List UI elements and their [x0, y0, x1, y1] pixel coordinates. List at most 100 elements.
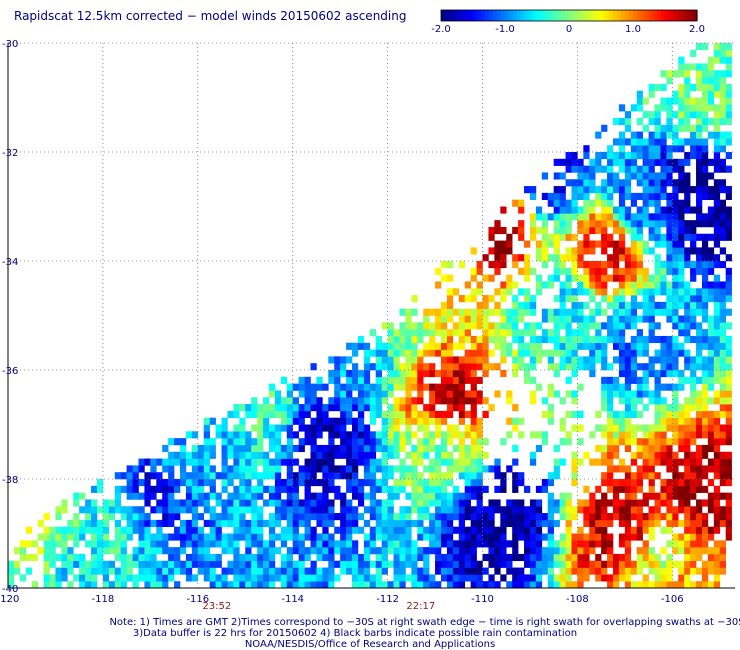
wind-diff-cell — [446, 547, 454, 555]
wind-diff-cell — [292, 547, 299, 555]
wind-diff-cell — [393, 424, 400, 432]
wind-diff-cell — [405, 424, 412, 432]
wind-diff-cell — [381, 526, 388, 534]
wind-diff-cell — [707, 431, 715, 439]
wind-diff-cell — [452, 308, 460, 316]
wind-diff-cell — [713, 274, 721, 282]
wind-diff-cell — [363, 390, 371, 398]
wind-diff-cell — [363, 383, 371, 391]
wind-diff-cell — [684, 499, 691, 507]
wind-diff-cell — [595, 329, 602, 337]
wind-diff-cell — [387, 417, 394, 425]
wind-diff-cell — [257, 553, 264, 562]
wind-diff-cell — [31, 540, 38, 548]
wind-diff-cell — [488, 274, 495, 282]
wind-diff-cell — [464, 540, 471, 548]
wind-diff-cell — [707, 567, 715, 575]
wind-diff-cell — [245, 506, 252, 514]
wind-diff-cell — [346, 417, 353, 425]
wind-diff-cell — [352, 526, 359, 534]
wind-diff-cell — [512, 553, 519, 562]
wind-diff-cell — [636, 349, 643, 357]
wind-diff-cell — [666, 213, 673, 221]
wind-diff-cell — [435, 410, 442, 418]
wind-diff-cell — [417, 383, 424, 391]
wind-diff-cell — [387, 519, 394, 527]
wind-diff-cell — [488, 308, 495, 316]
wind-diff-cell — [185, 492, 193, 500]
wind-diff-cell — [286, 553, 294, 562]
wind-diff-cell — [518, 553, 525, 562]
wind-diff-cell — [500, 261, 507, 269]
wind-diff-cell — [660, 547, 667, 555]
wind-diff-cell — [719, 540, 726, 548]
wind-diff-cell — [648, 90, 655, 98]
wind-diff-cell — [120, 553, 127, 562]
wind-diff-cell — [553, 322, 560, 330]
wind-diff-cell — [713, 567, 721, 575]
wind-diff-cell — [535, 513, 543, 521]
wind-diff-cell — [589, 547, 596, 555]
wind-diff-cell — [191, 526, 199, 534]
wind-diff-cell — [429, 383, 436, 391]
wind-diff-cell — [292, 383, 299, 391]
wind-diff-cell — [701, 335, 709, 344]
wind-diff-cell — [624, 322, 632, 330]
wind-diff-cell — [642, 451, 649, 459]
wind-diff-cell — [150, 472, 157, 480]
wind-diff-cell — [411, 451, 418, 459]
wind-diff-cell — [375, 335, 382, 344]
wind-diff-cell — [310, 458, 317, 466]
wind-diff-cell — [642, 301, 649, 309]
wind-diff-cell — [245, 519, 252, 527]
wind-diff-cell — [357, 342, 365, 350]
wind-diff-cell — [642, 213, 649, 221]
wind-diff-cell — [363, 560, 371, 568]
wind-diff-cell — [696, 506, 703, 514]
wind-diff-cell — [233, 492, 240, 500]
wind-diff-cell — [678, 560, 685, 568]
wind-diff-cell — [678, 567, 685, 575]
wind-diff-cell — [209, 417, 216, 425]
wind-diff-cell — [529, 295, 537, 303]
wind-diff-cell — [67, 553, 74, 562]
wind-diff-cell — [417, 417, 424, 425]
wind-diff-cell — [221, 465, 228, 473]
wind-diff-cell — [488, 526, 495, 534]
wind-diff-cell — [304, 492, 311, 500]
x-tick-label: -112 — [376, 594, 399, 605]
wind-diff-cell — [411, 492, 418, 500]
colorbar-swatch — [533, 10, 538, 21]
wind-diff-cell — [209, 451, 216, 459]
wind-diff-cell — [707, 315, 715, 323]
wind-diff-cell — [713, 417, 721, 425]
wind-diff-cell — [553, 267, 560, 275]
wind-diff-cell — [316, 533, 323, 541]
wind-diff-cell — [666, 308, 673, 316]
wind-diff-cell — [440, 363, 448, 371]
wind-diff-cell — [672, 513, 679, 521]
wind-diff-cell — [613, 513, 620, 521]
wind-diff-cell — [476, 335, 483, 344]
wind-diff-cell — [713, 104, 721, 112]
wind-diff-cell — [672, 383, 679, 391]
wind-diff-cell — [91, 560, 98, 568]
wind-diff-cell — [630, 342, 638, 350]
wind-diff-cell — [583, 165, 590, 173]
wind-diff-cell — [346, 506, 353, 514]
wind-diff-cell — [678, 179, 685, 187]
wind-diff-cell — [565, 438, 572, 446]
wind-diff-cell — [701, 370, 709, 378]
wind-diff-cell — [162, 513, 169, 521]
wind-diff-cell — [672, 458, 679, 466]
wind-diff-cell — [595, 410, 602, 418]
wind-diff-cell — [690, 479, 697, 487]
wind-diff-cell — [636, 267, 643, 275]
wind-diff-cell — [577, 206, 584, 214]
wind-diff-cell — [494, 261, 501, 269]
wind-diff-cell — [541, 192, 549, 200]
wind-diff-cell — [280, 424, 288, 432]
wind-diff-cell — [363, 574, 371, 582]
wind-diff-cell — [411, 308, 418, 316]
wind-diff-cell — [666, 335, 673, 344]
